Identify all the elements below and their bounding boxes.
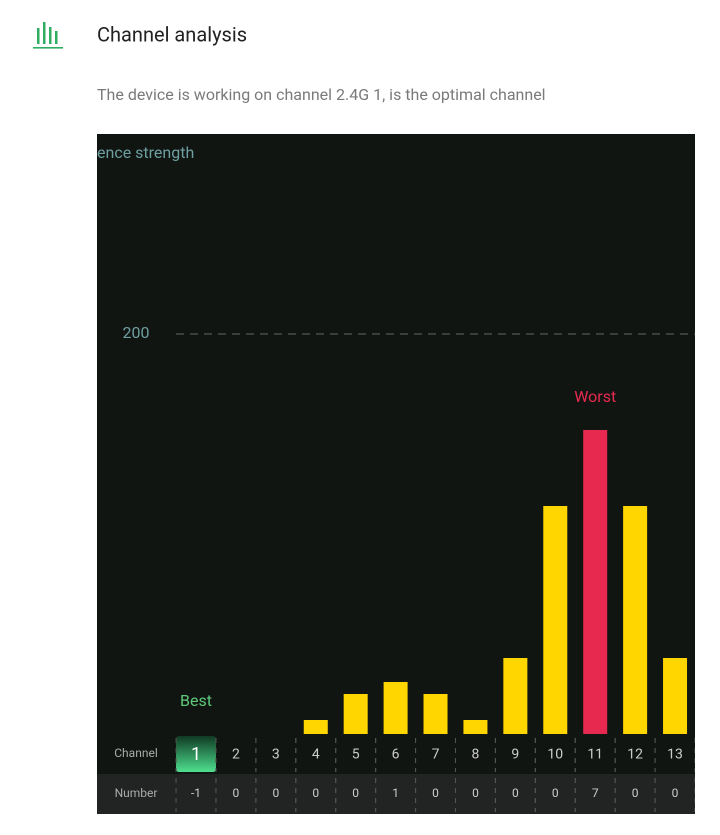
number-label: 0 bbox=[352, 786, 359, 800]
x-tick-label: 10 bbox=[547, 747, 563, 763]
number-label: 0 bbox=[432, 786, 439, 800]
x-tick-label: 6 bbox=[392, 747, 400, 763]
bar bbox=[663, 658, 688, 734]
bar bbox=[583, 430, 608, 734]
number-label: 0 bbox=[512, 786, 519, 800]
bar bbox=[383, 682, 408, 734]
x-tick-label: 2 bbox=[232, 747, 240, 763]
row-label: Channel bbox=[114, 746, 157, 760]
number-row-background bbox=[97, 774, 695, 814]
subtitle: The device is working on channel 2.4G 1,… bbox=[97, 85, 546, 104]
y-axis-label: ence strength bbox=[97, 143, 194, 162]
number-label: 0 bbox=[472, 786, 479, 800]
x-tick-label: 12 bbox=[627, 747, 643, 763]
chart-panel: ence strength 200 Channel Number 1 -1 Best 2 0 3… bbox=[97, 134, 695, 814]
y-tick-label: 200 bbox=[123, 323, 150, 342]
x-tick-label: 13 bbox=[667, 747, 683, 763]
x-tick-label: 4 bbox=[312, 747, 320, 763]
x-tick-label: 3 bbox=[272, 747, 280, 763]
row-label: Number bbox=[115, 786, 158, 800]
number-label: 0 bbox=[312, 786, 319, 800]
x-tick-label: 5 bbox=[352, 747, 360, 763]
bar bbox=[623, 506, 648, 734]
x-tick-label: 9 bbox=[511, 747, 519, 763]
bar bbox=[303, 720, 328, 734]
number-label: 0 bbox=[672, 786, 679, 800]
bar bbox=[343, 694, 368, 734]
number-label: 0 bbox=[272, 786, 279, 800]
x-tick-label: 1 bbox=[191, 744, 201, 765]
number-label: 0 bbox=[233, 786, 240, 800]
number-label: 0 bbox=[552, 786, 559, 800]
bar bbox=[463, 720, 488, 734]
bar bbox=[503, 658, 528, 734]
title: Channel analysis bbox=[97, 22, 247, 46]
x-tick-label: 7 bbox=[432, 747, 440, 763]
bar bbox=[423, 694, 448, 734]
annotation: Best bbox=[180, 691, 212, 710]
number-label: 7 bbox=[592, 786, 599, 800]
number-label: 0 bbox=[632, 786, 639, 800]
number-label: 1 bbox=[392, 786, 399, 800]
bar bbox=[543, 506, 568, 734]
annotation: Worst bbox=[574, 387, 616, 406]
x-tick-label: 8 bbox=[472, 747, 480, 763]
x-tick-label: 11 bbox=[587, 747, 603, 763]
number-label: -1 bbox=[191, 786, 201, 800]
best-highlight bbox=[176, 736, 216, 772]
icon bbox=[33, 22, 63, 49]
